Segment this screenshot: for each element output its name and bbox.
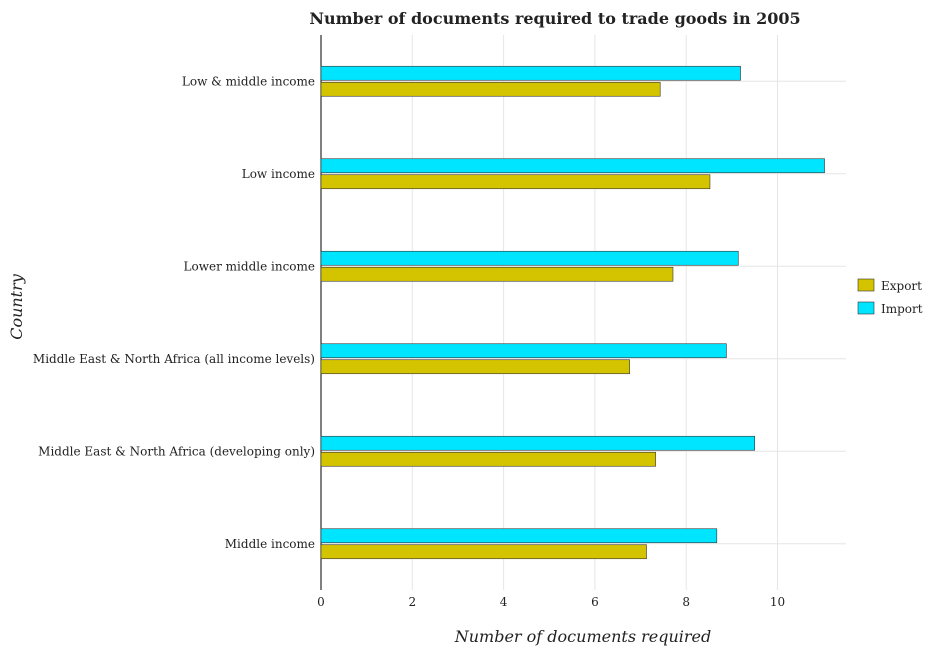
- bar-import-1: [320, 158, 825, 174]
- x-tick-label: 6: [591, 595, 599, 609]
- bar-export-2: [320, 266, 674, 282]
- x-tick-label: 2: [408, 595, 416, 609]
- x-tick-label: 0: [317, 595, 325, 609]
- legend: Export Import: [857, 278, 923, 316]
- bars: [320, 65, 825, 560]
- y-tick-label: Lower middle income: [184, 259, 315, 273]
- y-tick-label: Low income: [242, 167, 315, 181]
- y-tick-label: Low & middle income: [182, 74, 315, 88]
- x-tick-labels: 0 2 4 6 8 10: [317, 595, 785, 609]
- bar-import-4: [320, 435, 755, 451]
- y-tick-label: Middle East & North Africa (all income l…: [33, 352, 315, 366]
- bar-export-4: [320, 451, 656, 467]
- bar-import-5: [320, 528, 718, 544]
- legend-label-export: Export: [881, 279, 922, 293]
- x-tick-label: 10: [770, 595, 785, 609]
- chart-title: Number of documents required to trade go…: [309, 9, 800, 28]
- bar-import-2: [320, 250, 739, 266]
- legend-swatch-import: [857, 301, 875, 315]
- grid: [320, 35, 846, 590]
- legend-swatch-export: [857, 278, 875, 292]
- bar-export-1: [320, 174, 711, 190]
- y-tick-label: Middle East & North Africa (developing o…: [38, 444, 315, 458]
- x-tick-label: 8: [682, 595, 690, 609]
- x-axis-label: Number of documents required: [454, 627, 712, 646]
- legend-label-import: Import: [881, 302, 923, 316]
- bar-export-3: [320, 359, 630, 375]
- y-tick-label: Middle income: [225, 537, 315, 551]
- bar-export-5: [320, 544, 647, 560]
- bar-import-3: [320, 343, 727, 359]
- y-tick-labels: Low & middle income Low income Lower middl…: [33, 74, 315, 551]
- y-axis-label: Country: [7, 273, 26, 340]
- bar-import-0: [320, 65, 741, 81]
- x-tick-label: 4: [500, 595, 508, 609]
- bar-export-0: [320, 81, 661, 97]
